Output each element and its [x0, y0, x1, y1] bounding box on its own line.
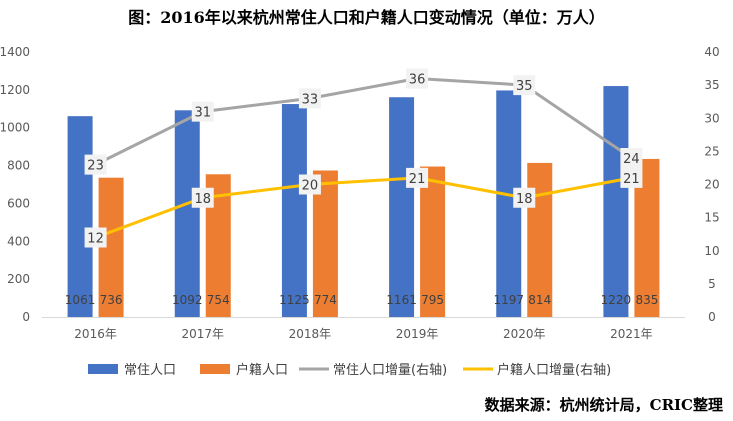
line-label-text: 18: [516, 192, 533, 207]
y-right-tick-label: 35: [704, 78, 719, 92]
y-right-tick-label: 15: [704, 211, 719, 225]
series-line: [94, 77, 633, 166]
y-left-tick-label: 600: [7, 196, 30, 210]
y-right-tick-label: 20: [704, 178, 719, 192]
legend-swatch: [88, 364, 118, 374]
line-data-label: 35: [513, 75, 536, 96]
bar-data-label: 1161: [386, 293, 417, 307]
line-label-text: 21: [409, 172, 426, 187]
line-label-text: 36: [409, 73, 426, 88]
line-label-text: 33: [302, 92, 319, 107]
bar: [420, 166, 446, 317]
line-data-label: 18: [513, 187, 536, 208]
bar-data-label: 1197: [493, 293, 524, 307]
line-data-label: 24: [620, 148, 643, 168]
bar: [174, 110, 200, 317]
bar: [281, 104, 307, 317]
line-label-box: [406, 68, 429, 89]
legend-swatch: [200, 364, 230, 374]
bars-layer: [67, 86, 660, 318]
bar: [603, 86, 629, 317]
y-right-tick-label: 0: [708, 310, 716, 324]
y-right-tick-label: 25: [704, 144, 719, 158]
line-label-box: [84, 154, 107, 175]
line-label-text: 21: [623, 172, 640, 187]
legend-label: 户籍人口: [236, 362, 288, 378]
line-label-text: 24: [623, 152, 640, 167]
x-tick-label: 2016年: [74, 327, 117, 341]
lines-layer: [94, 77, 633, 239]
bar-data-label: 1092: [172, 293, 203, 307]
line-label-box: [84, 227, 107, 248]
line-label-text: 23: [87, 159, 104, 174]
line-label-box: [191, 101, 214, 122]
y-left-tick-label: 400: [7, 234, 30, 248]
bar: [67, 116, 93, 318]
line-label-box: [406, 167, 429, 188]
x-tick-label: 2018年: [289, 327, 332, 341]
legend-item: 常住人口: [88, 363, 176, 378]
bar-data-label: 1061: [65, 293, 96, 307]
y-right-tick-label: 30: [704, 111, 719, 125]
y-left-tick-label: 800: [7, 159, 30, 173]
line-data-label: 36: [406, 68, 429, 89]
bar-data-label: 754: [207, 293, 230, 307]
y-left-tick-label: 1400: [0, 45, 30, 59]
bar-data-label: 814: [528, 293, 551, 307]
line-label-box: [298, 88, 321, 109]
line-data-label: 20: [298, 174, 321, 195]
legend: 常住人口 户籍人口 常住人口增量(右轴) 户籍人口增量(右轴): [88, 362, 611, 378]
line-data-label: 31: [191, 101, 214, 122]
y-right-tick-label: 5: [708, 277, 716, 291]
data-source-note: 数据来源：杭州统计局，CRIC整理: [484, 396, 723, 414]
series-line: [95, 176, 632, 239]
legend-item: 常住人口增量(右轴): [299, 363, 447, 378]
bar-data-label: 774: [314, 293, 337, 307]
line-data-label: 21: [406, 167, 429, 188]
x-tick-label: 2017年: [181, 327, 224, 341]
line-label-text: 20: [302, 179, 319, 194]
line-label-text: 35: [516, 79, 533, 94]
bar: [312, 170, 338, 317]
x-tick-label: 2020年: [503, 327, 546, 341]
bar-data-label: 835: [635, 293, 658, 307]
line-label-box: [620, 148, 643, 168]
bar-data-label: 1125: [279, 293, 310, 307]
chart-title: 图：2016年以来杭州常住人口和户籍人口变动情况（单位：万人）: [128, 8, 605, 27]
line-label-text: 12: [87, 232, 104, 247]
line-data-label: 18: [191, 187, 214, 208]
legend-label: 户籍人口增量(右轴): [497, 362, 611, 378]
legend-label: 常住人口: [124, 363, 176, 378]
bar-data-label: 1220: [601, 293, 632, 307]
line-label-box: [513, 75, 536, 96]
line-label-box: [298, 174, 321, 195]
line-data-label: 12: [84, 227, 107, 248]
line-label-box: [620, 167, 643, 188]
line-data-label: 21: [620, 167, 643, 188]
y-left-tick-label: 1200: [0, 83, 30, 97]
line-label-text: 31: [194, 106, 211, 121]
legend-item: 户籍人口: [200, 362, 288, 378]
line-label-box: [513, 187, 536, 208]
bar: [389, 97, 415, 317]
line-data-label: 23: [84, 154, 107, 175]
y-left-tick-label: 0: [22, 310, 30, 324]
axes-layer: 0 200 400 600 800 1000 1200 1400 0 5 10 15 20 25 30 35 4…: [0, 45, 720, 341]
x-tick-label: 2019年: [396, 327, 439, 341]
y-right-tick-label: 10: [704, 244, 719, 258]
bar-data-label: 795: [421, 293, 444, 307]
line-data-label: 33: [298, 88, 321, 109]
legend-label: 常住人口增量(右轴): [333, 363, 447, 378]
bar-data-label: 736: [100, 293, 123, 307]
y-right-tick-label: 40: [704, 45, 719, 59]
line-label-box: [191, 187, 214, 208]
y-left-tick-label: 1000: [0, 121, 30, 135]
legend-item: 户籍人口增量(右轴): [463, 362, 611, 378]
line-label-text: 18: [194, 192, 211, 207]
y-left-tick-label: 200: [7, 272, 30, 286]
x-tick-label: 2021年: [610, 327, 653, 341]
